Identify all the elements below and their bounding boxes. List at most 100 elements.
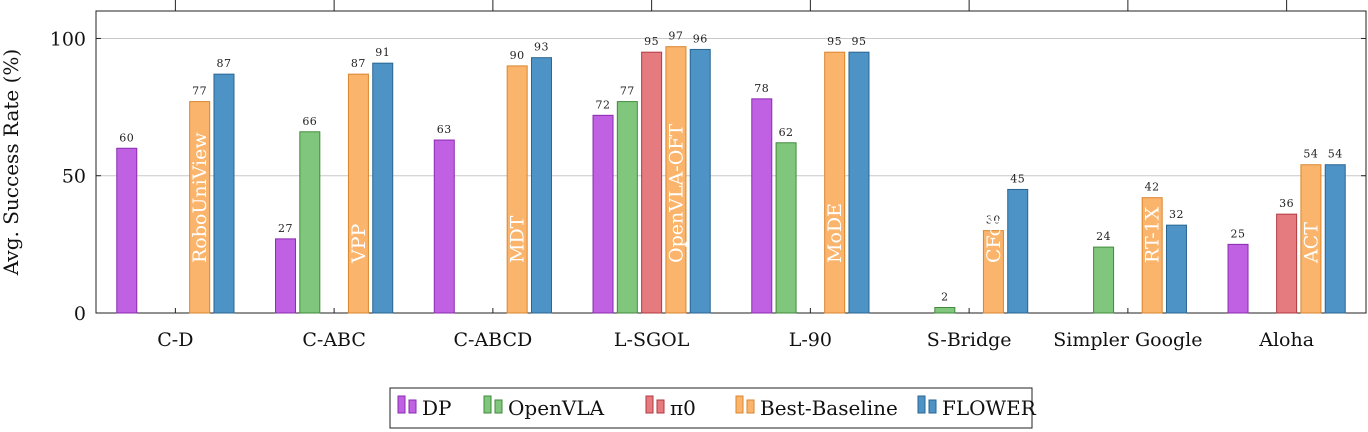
bar-flower [1165,224,1187,314]
y-tick-label: 50 [62,166,86,188]
legend-swatch [735,395,744,414]
bar-dp [751,98,773,314]
baseline-method-label: RoboUniView [189,132,211,263]
baseline-method-label: MoDE [824,203,846,263]
x-tick-label: Simpler Google [1053,329,1202,351]
bar-best-baseline [189,101,211,314]
bar-dp [116,147,138,314]
bars [116,46,1346,314]
legend-item: DP [397,395,452,420]
data-label: 45 [1010,172,1025,185]
baseline-method-label: MDT [507,215,529,263]
bar--0 [641,51,663,314]
data-label: 93 [534,41,549,54]
bar-dp [275,238,297,314]
bar-flower [1007,188,1029,314]
data-label: 96 [693,32,708,45]
legend-label: π0 [670,396,696,420]
baseline-method-label: OpenVLA-OFT [665,124,687,263]
legend-swatch [746,399,755,414]
data-label: 54 [1328,148,1343,161]
data-label: 63 [437,123,452,136]
bar--0 [1276,213,1298,314]
bar-best-baseline [1141,197,1163,314]
x-tick-label: L-SGOL [614,329,690,351]
x-tick-label: S-Bridge [927,329,1012,351]
bar-openvla [299,131,321,314]
bar-flower [530,57,552,314]
data-label: 2 [941,291,949,304]
data-label: 54 [1303,148,1318,161]
legend-label: OpenVLA [508,396,605,420]
data-label: 78 [754,82,769,95]
data-label: 30 [986,214,1001,227]
data-label: 90 [510,49,525,62]
bar-dp [592,114,614,314]
data-label: 77 [192,85,207,98]
bar-best-baseline [982,230,1004,314]
data-labels: 60 77 RoboUniView 87 27 66 87 VPP 91 63 90 MDT 93 72 7… [119,30,1342,304]
data-label: 27 [278,222,293,235]
data-label: 95 [827,35,842,48]
data-label: 32 [1169,208,1184,221]
data-label: 25 [1231,227,1246,240]
legend-item: π0 [645,395,696,420]
legend-swatch [917,395,926,414]
bar-best-baseline [347,73,369,314]
legend-swatch [408,399,417,414]
bar-best-baseline [824,51,846,314]
baseline-method-label: ACT [1300,222,1322,264]
bar-flower [848,51,870,314]
bar-best-baseline [506,65,528,314]
bar-openvla [775,142,797,314]
bar-flower [213,73,235,314]
bar-openvla [934,307,956,314]
legend-swatch [397,395,406,414]
legend-swatch [656,399,665,414]
y-tick-label: 0 [74,303,86,325]
legend-label: Best-Baseline [760,396,898,420]
data-label: 62 [779,126,794,139]
bar-dp [1227,243,1249,314]
x-axis-ticks: C-D C-ABC C-ABCD L-SGOL L-90 S-Bridge Simpler … [157,0,1314,351]
baseline-method-label: RT-1X [1142,206,1164,263]
legend-item: OpenVLA [483,395,605,420]
data-label: 87 [351,57,366,70]
bar-openvla [616,101,638,314]
bar-best-baseline [1300,164,1322,314]
legend-item: Best-Baseline [735,395,898,420]
data-label: 91 [375,46,390,59]
data-label: 66 [302,115,317,128]
data-label: 87 [216,57,231,70]
legend: DP OpenVLA π0 Best-Baseline FLOWER [389,387,1037,429]
legend-swatch [928,399,937,414]
plot-area-frame [95,10,1367,314]
legend-swatch [645,395,654,414]
baseline-method-label: CForm [983,198,1005,263]
data-label: 42 [1145,181,1160,194]
x-tick-label: C-ABC [302,329,366,351]
data-label: 95 [644,35,659,48]
data-label: 24 [1096,230,1111,243]
bar-flower [689,48,711,314]
y-axis-label: Avg. Success Rate (%) [0,49,23,276]
gridlines [96,37,1366,177]
data-label: 60 [119,131,134,144]
legend-swatch [483,395,492,414]
x-tick-label: C-ABCD [453,329,532,351]
y-axis-ticks: 0 50 100 [50,28,1366,325]
x-tick-label: C-D [157,329,193,351]
bar-flower [372,62,394,314]
x-tick-label: L-90 [789,329,832,351]
y-tick-label: 100 [50,28,86,50]
data-label: 95 [851,35,866,48]
legend-item: FLOWER [917,395,1037,420]
baseline-method-label: VPP [348,223,370,264]
data-label: 77 [620,85,635,98]
bar-flower [1324,164,1346,314]
legend-label: FLOWER [942,396,1037,420]
bar-best-baseline [665,46,687,314]
bar-openvla [1093,246,1115,314]
legend-swatch [494,399,503,414]
